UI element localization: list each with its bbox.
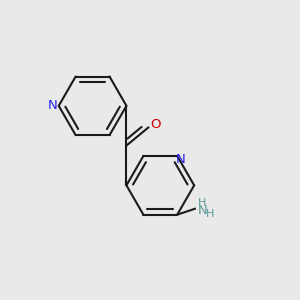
Text: O: O: [150, 118, 160, 131]
Text: N: N: [176, 153, 186, 166]
Text: N: N: [197, 204, 207, 217]
Text: H: H: [206, 209, 215, 219]
Text: N: N: [47, 99, 57, 112]
Text: H: H: [198, 199, 206, 208]
